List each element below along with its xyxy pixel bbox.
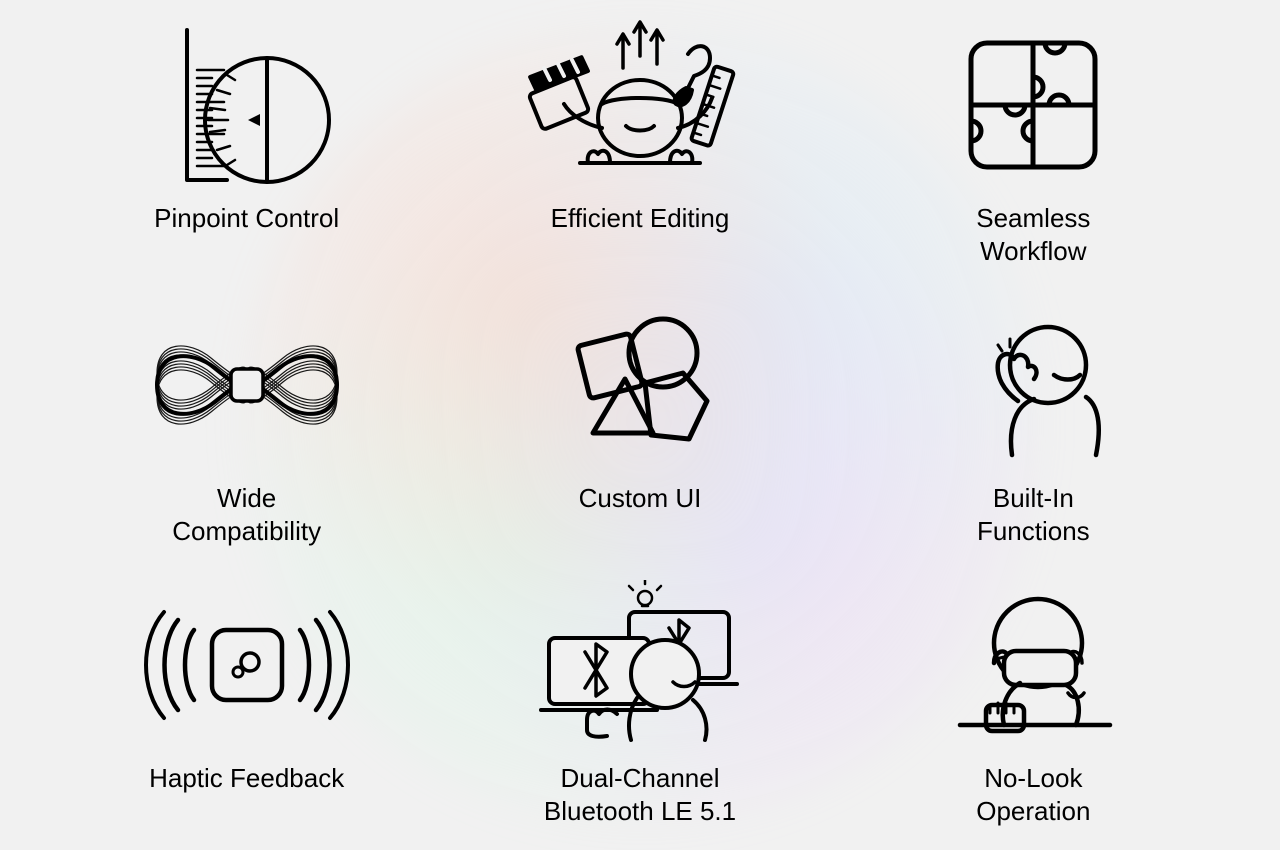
feature-label: Dual-Channel Bluetooth LE 5.1 (544, 762, 736, 827)
feature-dual-channel-bluetooth: Dual-Channel Bluetooth LE 5.1 (453, 580, 826, 830)
feature-label: Built-In Functions (977, 482, 1090, 547)
feature-label: Efficient Editing (551, 202, 730, 235)
feature-label: Haptic Feedback (149, 762, 344, 795)
custom-ui-icon (555, 300, 725, 470)
feature-label: No-Look Operation (976, 762, 1090, 827)
pinpoint-control-icon (152, 20, 342, 190)
feature-efficient-editing: Efficient Editing (453, 20, 826, 270)
feature-built-in-functions: Built-In Functions (847, 300, 1220, 550)
feature-label: Seamless Workflow (976, 202, 1090, 267)
feature-label: Wide Compatibility (172, 482, 321, 547)
no-look-operation-icon (938, 580, 1128, 750)
feature-label: Pinpoint Control (154, 202, 339, 235)
built-in-functions-icon (948, 300, 1118, 470)
efficient-editing-icon (510, 20, 770, 190)
seamless-workflow-icon (953, 20, 1113, 190)
feature-seamless-workflow: Seamless Workflow (847, 20, 1220, 270)
haptic-feedback-icon (142, 580, 352, 750)
feature-label: Custom UI (579, 482, 702, 515)
feature-haptic-feedback: Haptic Feedback (60, 580, 433, 830)
feature-pinpoint-control: Pinpoint Control (60, 20, 433, 270)
feature-grid: Pinpoint Control (0, 0, 1280, 850)
feature-wide-compatibility: Wide Compatibility (60, 300, 433, 550)
dual-channel-bluetooth-icon (525, 580, 755, 750)
feature-no-look-operation: No-Look Operation (847, 580, 1220, 830)
feature-custom-ui: Custom UI (453, 300, 826, 550)
wide-compatibility-icon (137, 300, 357, 470)
